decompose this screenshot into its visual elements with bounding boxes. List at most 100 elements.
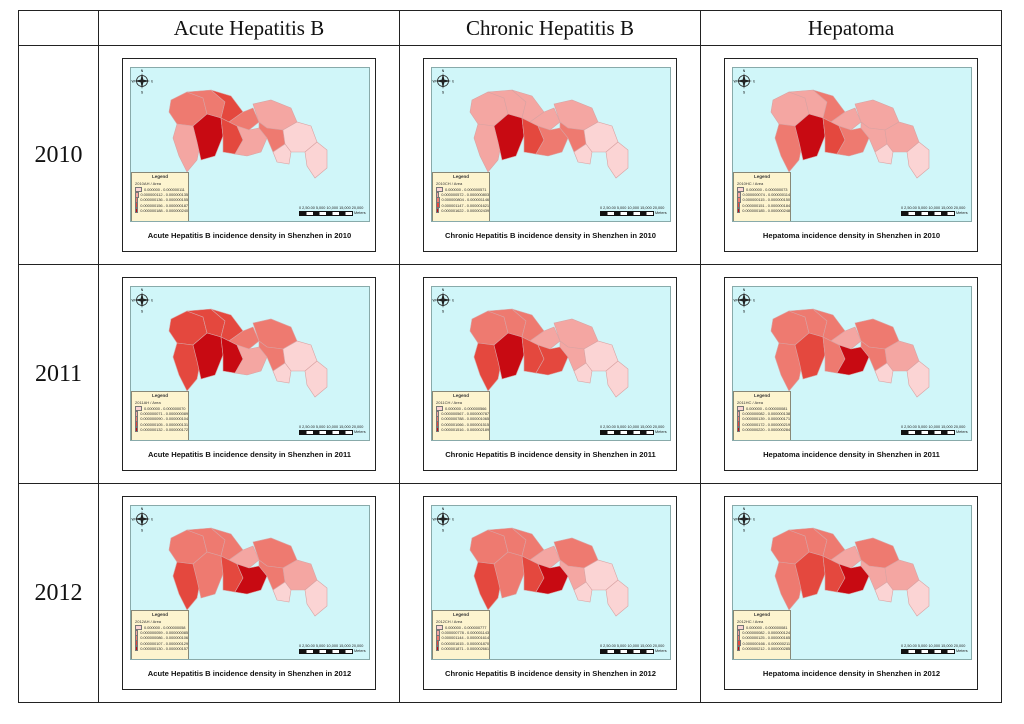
legend-range: 0.000000 - 0.000000571 — [445, 187, 487, 193]
legend-range: 0.000000139 - 0.000000171 — [742, 416, 790, 422]
scale-labels: 0 2,50.00 5,000 10,000 15,000 20,000 — [299, 206, 364, 210]
compass-letter: W — [132, 80, 136, 84]
compass-letter: W — [734, 299, 738, 303]
map-panel: N E S W 0 2,50.00 5,000 10,000 15,000 20,000… — [122, 277, 376, 471]
district-region — [493, 113, 525, 161]
legend-range: 0.000001615 - 0.000001870 — [441, 640, 489, 646]
legend-range: 0.000000071 - 0.000000089 — [140, 411, 188, 417]
legend-field: 2011CH / Area — [436, 400, 462, 405]
scale-bar: 0 2,50.00 5,000 10,000 15,000 20,000 Mete… — [600, 644, 667, 654]
scale-bar-graphic — [299, 649, 353, 654]
legend-swatch — [436, 186, 443, 193]
legend-swatch — [135, 426, 139, 433]
district-region — [874, 362, 894, 384]
legend-field: 2010AH / Area — [135, 181, 162, 186]
compass-letter: W — [433, 518, 437, 522]
legend-range: 0.000000086 - 0.000000106 — [140, 635, 188, 641]
legend-entry: 0.000000 - 0.000000058 — [135, 624, 188, 631]
map-area: N E S W 0 2,50.00 5,000 10,000 15,000 20,000… — [130, 286, 370, 441]
district-region — [794, 551, 826, 599]
map-caption: Hepatoma incidence density in Shenzhen i… — [763, 450, 940, 459]
scale-bar: 0 2,50.00 5,000 10,000 15,000 20,000 Mete… — [901, 425, 968, 435]
map-caption: Chronic Hepatitis B incidence density in… — [445, 231, 656, 240]
compass-letter: E — [753, 80, 755, 84]
north-arrow-icon: N E S W — [132, 507, 154, 532]
legend-swatch — [737, 411, 741, 417]
scale-labels: 0 2,50.00 5,000 10,000 15,000 20,000 — [600, 206, 665, 210]
compass-letter: S — [743, 529, 746, 533]
district-region — [234, 563, 268, 595]
legend-entry: 0.000000 - 0.000000070 — [135, 405, 188, 412]
compass-letter: E — [753, 518, 755, 522]
legend-swatch — [737, 207, 741, 214]
compass-letter: N — [141, 507, 144, 511]
legend-range: 0.000001144 - 0.000001614 — [441, 635, 490, 641]
legend-range: 0.000000 - 0.000000566 — [445, 406, 487, 412]
legend-title: Legend — [151, 393, 168, 398]
map-caption: Acute Hepatitis B incidence density in S… — [147, 669, 352, 678]
north-arrow-icon: N E S W — [433, 288, 455, 314]
map-legend: Legend 2011HC / Area 0.000000 - 0.00000008… — [733, 391, 791, 440]
compass-letter: N — [141, 288, 144, 292]
legend-range: 0.000000 - 0.000000070 — [144, 406, 186, 412]
compass-letter: S — [442, 310, 445, 314]
compass-letter: N — [442, 507, 445, 511]
map-legend: Legend 2011AH / Area 0.000000 - 0.00000007… — [131, 391, 189, 440]
scale-bar-graphic — [901, 649, 955, 654]
shenzhen-district-map — [168, 89, 328, 179]
compass-letter: E — [151, 518, 153, 522]
compass-letter: E — [452, 80, 454, 84]
map-legend: Legend 2012AH / Area 0.000000 - 0.00000005… — [131, 610, 189, 659]
district-region — [836, 125, 870, 157]
north-arrow-icon: N E S W — [433, 507, 455, 533]
map-area: N E S W 0 2,50.00 5,000 10,000 15,000 20,000… — [732, 505, 972, 660]
district-region — [234, 125, 268, 157]
legend-range: 0.000000567 - 0.000000787 — [441, 411, 489, 417]
legend-entry: 0.000000132 - 0.000000172 — [135, 426, 188, 433]
legend-entry: 0.000001871 - 0.000002661 — [436, 645, 489, 652]
legend-range: 0.000000778 - 0.000001143 — [441, 630, 490, 636]
legend-entry: 0.000000105 - 0.000000131 — [135, 421, 188, 427]
legend-range: 0.000000130 - 0.000000157 — [140, 645, 188, 651]
legend-swatch — [737, 405, 744, 412]
district-region — [794, 332, 826, 380]
district-region — [906, 360, 930, 398]
legend-entry: 0.000000107 - 0.000000129 — [135, 640, 188, 646]
scale-unit: Meters — [655, 649, 667, 653]
district-region — [535, 344, 569, 376]
scale-labels: 0 2,50.00 5,000 10,000 15,000 20,000 — [600, 644, 665, 648]
legend-entry: 0.000000188 - 0.000000240 — [135, 207, 188, 214]
legend-swatch — [135, 421, 139, 427]
map-area: N E S W 0 2,50.00 5,000 10,000 15,000 20,000… — [732, 67, 972, 222]
scale-labels: 0 2,50.00 5,000 10,000 15,000 20,000 — [600, 425, 665, 429]
legend-entry: 0.000000172 - 0.000000219 — [737, 421, 790, 427]
compass-letter: N — [743, 507, 746, 511]
compass-letter: E — [151, 299, 153, 303]
legend-swatch — [436, 202, 440, 208]
legend-entry: 0.000000572 - 0.000000803 — [436, 192, 489, 198]
legend-swatch — [737, 416, 741, 422]
scale-bar-graphic — [901, 430, 955, 435]
legend-swatch — [737, 426, 741, 433]
north-arrow-icon: N E S W — [734, 288, 756, 313]
legend-title: Legend — [151, 174, 168, 179]
scale-bar: 0 2,50.00 5,000 10,000 15,000 20,000 Mete… — [600, 206, 667, 216]
legend-entry: 0.000000082 - 0.000000138 — [737, 411, 790, 417]
legend-title: Legend — [753, 612, 770, 617]
legend-range: 0.000000105 - 0.000000131 — [140, 421, 188, 427]
district-region — [836, 344, 870, 376]
map-caption: Chronic Hepatitis B incidence density in… — [445, 450, 656, 459]
legend-entry: 0.000001144 - 0.000001614 — [436, 635, 490, 641]
scale-unit: Meters — [655, 430, 667, 434]
compass-letter: E — [753, 299, 755, 303]
district-region — [605, 579, 629, 617]
legend-title: Legend — [151, 612, 168, 617]
scale-bar-graphic — [600, 430, 654, 435]
legend-range: 0.000000172 - 0.000000219 — [742, 421, 790, 427]
district-region — [304, 360, 328, 398]
legend-range: 0.000001622 - 0.000002439 — [441, 207, 489, 213]
district-region — [794, 113, 826, 161]
compass-letter: N — [442, 69, 445, 73]
legend-swatch — [135, 207, 139, 214]
compass-letter: S — [442, 529, 445, 533]
